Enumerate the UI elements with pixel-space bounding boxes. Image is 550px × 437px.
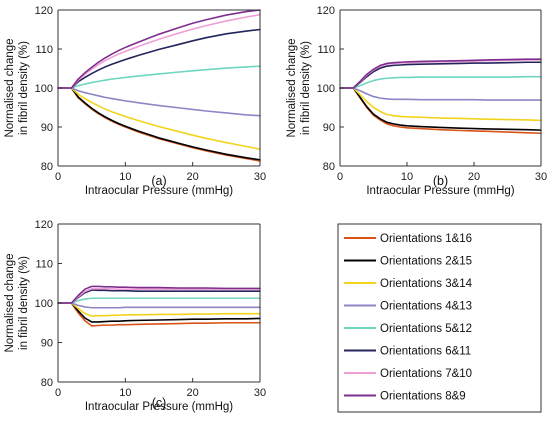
- legend-label: Orientations 7&10: [380, 368, 472, 380]
- series-line-4: [339, 87, 542, 101]
- legend-label: Orientations 8&9: [380, 391, 466, 403]
- legend-label: Orientations 4&13: [380, 301, 472, 313]
- series-line-3: [57, 87, 261, 151]
- y-tick-label: 90: [41, 338, 53, 350]
- y-axis-label: Normalised change: [4, 38, 16, 137]
- panel-2: 80 90 100 110 120 0 10 20 30 Intraocular Pressure…: [286, 5, 547, 197]
- y-tick-label: 80: [41, 377, 53, 389]
- series-line-6: [339, 61, 542, 89]
- x-tick-label: 0: [337, 171, 343, 183]
- x-tick-label: 0: [55, 387, 61, 399]
- legend-label: Orientations 5&12: [380, 323, 472, 335]
- series-line-3: [339, 87, 542, 122]
- x-tick-label: 10: [119, 387, 131, 399]
- series-line-2: [57, 302, 261, 323]
- panel-label: (c): [152, 396, 167, 410]
- series-line-4: [57, 302, 261, 309]
- y-tick-label: 120: [317, 5, 335, 17]
- x-tick-label: 10: [401, 171, 413, 183]
- y-tick-label: 100: [35, 83, 53, 95]
- series-line-8: [57, 9, 261, 89]
- panel-label: (b): [433, 174, 448, 188]
- y-tick-label: 110: [35, 44, 53, 56]
- legend: Orientations 1&16 Orientations 2&15 Orient…: [337, 223, 542, 413]
- y-tick-label: 80: [41, 161, 53, 173]
- y-tick-label: 90: [323, 122, 335, 134]
- legend-item: Orientations 8&9: [344, 391, 466, 403]
- y-axis-label: Normalised change: [286, 38, 298, 137]
- panel-3: 80 90 100 110 120 0 10 20 30 Intraocular Pressure…: [4, 219, 266, 413]
- legend-item: Orientations 3&14: [344, 278, 473, 290]
- legend-label: Orientations 1&16: [380, 233, 472, 245]
- y-tick-label: 80: [323, 161, 335, 173]
- plot-area: [58, 224, 260, 382]
- x-tick-label: 20: [187, 387, 199, 399]
- legend-label: Orientations 2&15: [380, 256, 472, 268]
- legend-item: Orientations 7&10: [344, 368, 472, 380]
- series-line-5: [339, 75, 542, 89]
- legend-item: Orientations 4&13: [344, 301, 472, 313]
- series-line-4: [57, 87, 261, 117]
- y-axis-label: in fibril density (%): [18, 256, 30, 350]
- series-line-1: [57, 302, 261, 327]
- series-line-2: [57, 87, 261, 161]
- panel-1: 80 90 100 110 120 0 10 20 30 Intraocular Pressure…: [4, 5, 266, 197]
- series-line-8: [339, 58, 542, 89]
- y-axis-label: Normalised change: [4, 253, 16, 352]
- plot-area: [340, 10, 541, 166]
- x-tick-label: 0: [55, 171, 61, 183]
- panel-label: (a): [151, 174, 166, 188]
- legend-item: Orientations 2&15: [344, 256, 472, 268]
- x-axis-label: Intraocular Pressure (mmHg): [366, 185, 514, 197]
- y-tick-label: 100: [35, 298, 53, 310]
- series-line-5: [57, 297, 261, 304]
- y-tick-label: 120: [35, 219, 53, 231]
- x-tick-label: 30: [254, 171, 266, 183]
- x-tick-label: 30: [254, 387, 266, 399]
- y-tick-label: 120: [35, 5, 53, 17]
- x-tick-label: 20: [187, 171, 199, 183]
- legend-item: Orientations 6&11: [344, 346, 471, 358]
- x-axis-label: Intraocular Pressure (mmHg): [85, 185, 233, 197]
- series-line-7: [57, 13, 261, 89]
- series-line-6: [57, 289, 261, 304]
- legend-label: Orientations 6&11: [380, 346, 471, 358]
- y-tick-label: 110: [35, 259, 53, 271]
- legend-item: Orientations 1&16: [344, 233, 472, 245]
- y-axis-label: in fibril density (%): [18, 41, 30, 135]
- y-tick-label: 90: [41, 122, 53, 134]
- legend-box: [337, 223, 542, 413]
- series-line-2: [339, 87, 542, 131]
- series-line-3: [57, 302, 261, 317]
- legend-label: Orientations 3&14: [380, 278, 473, 290]
- legend-item: Orientations 5&12: [344, 323, 472, 335]
- series-line-6: [57, 28, 261, 89]
- series-line-7: [57, 287, 261, 304]
- series-line-5: [57, 65, 261, 89]
- y-tick-label: 100: [317, 83, 335, 95]
- x-tick-label: 20: [468, 171, 480, 183]
- y-tick-label: 110: [317, 44, 335, 56]
- x-tick-label: 30: [535, 171, 547, 183]
- x-tick-label: 10: [119, 171, 131, 183]
- x-axis-label: Intraocular Pressure (mmHg): [85, 401, 233, 413]
- plot-area: [58, 10, 260, 166]
- series-line-8: [57, 285, 261, 304]
- y-axis-label: in fibril density (%): [300, 41, 312, 135]
